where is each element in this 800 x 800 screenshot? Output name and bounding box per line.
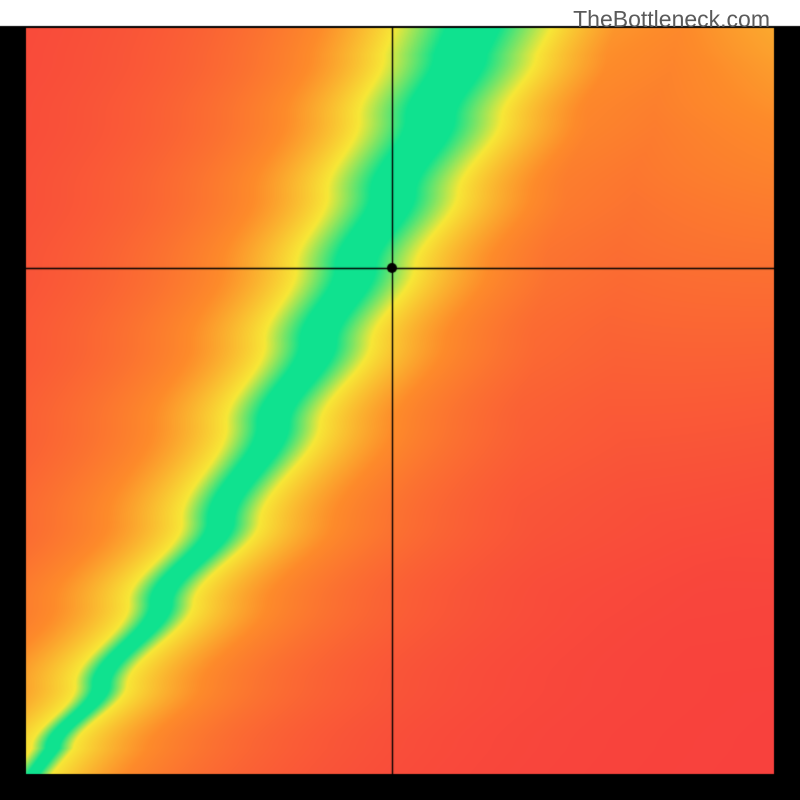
chart-container: TheBottleneck.com xyxy=(0,0,800,800)
watermark-text: TheBottleneck.com xyxy=(573,6,770,33)
heatmap-canvas xyxy=(0,0,800,800)
